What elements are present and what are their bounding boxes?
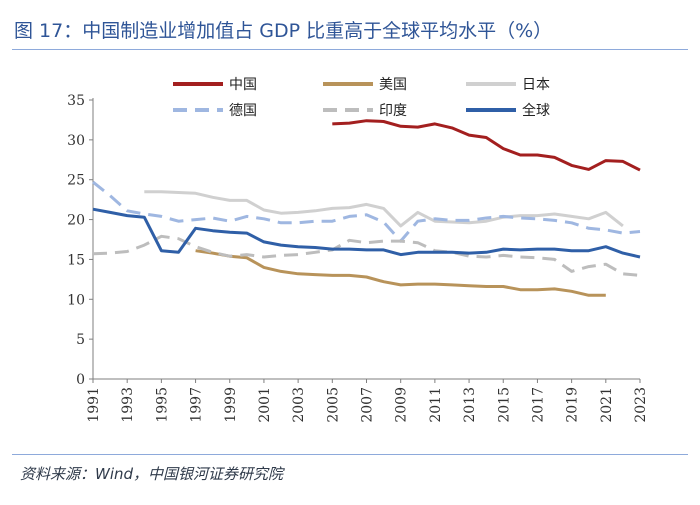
series-line-3 [144, 190, 624, 228]
y-tick-label: 5 [76, 332, 85, 348]
x-tick-label: 1991 [86, 387, 102, 423]
source-note: 资料来源：Wind，中国银河证券研究院 [20, 465, 284, 483]
x-tick-label: 2009 [394, 387, 410, 423]
series-line-1 [332, 119, 641, 172]
x-tick-label: 1999 [223, 387, 239, 423]
y-tick-label: 10 [67, 292, 85, 308]
x-tick-label: 1997 [189, 387, 205, 423]
title-divider [12, 49, 688, 50]
x-tick-label: 2011 [428, 387, 444, 423]
x-tick-label: 2005 [325, 387, 341, 423]
x-tick-label: 2023 [633, 387, 649, 423]
x-tick-label: 2015 [496, 387, 512, 423]
source-divider [12, 454, 688, 455]
legend-label-2: 美国 [379, 77, 407, 93]
y-tick-label: 20 [67, 213, 85, 229]
chart-series-lines [92, 119, 641, 297]
x-tick-label: 2021 [599, 387, 615, 423]
series-line-5 [92, 234, 641, 277]
x-tick-label: 2007 [360, 387, 376, 423]
y-tick-label: 25 [67, 173, 85, 189]
y-tick-label: 15 [67, 252, 85, 268]
figure-title: 图 17：中国制造业增加值占 GDP 比重高于全球平均水平（%） [14, 20, 553, 42]
x-tick-label: 2017 [530, 387, 546, 423]
line-chart: 0 5 10 15 20 25 30 35 1991 1993 1995 1997 1999 2001 20… [67, 77, 649, 423]
x-tick-label: 1993 [120, 387, 136, 423]
legend-label-1: 中国 [229, 77, 257, 93]
x-tick-label: 2019 [565, 387, 581, 423]
legend-label-5: 印度 [379, 103, 407, 119]
series-line-4 [92, 180, 641, 243]
legend-label-3: 日本 [522, 77, 550, 93]
y-tick-label: 0 [76, 372, 85, 388]
legend-label-6: 全球 [522, 102, 550, 119]
x-tick-label: 2001 [257, 387, 273, 423]
series-line-2 [195, 249, 606, 297]
chart-axes: 0 5 10 15 20 25 30 35 1991 1993 1995 1997 1999 2001 20… [67, 93, 649, 423]
x-tick-label: 2013 [462, 387, 478, 423]
y-tick-label: 30 [67, 133, 85, 149]
x-tick-label: 1995 [154, 387, 170, 423]
x-tick-label: 2003 [291, 387, 307, 423]
y-tick-label: 35 [67, 93, 85, 109]
series-line-6 [92, 207, 641, 259]
legend-label-4: 德国 [229, 103, 257, 119]
